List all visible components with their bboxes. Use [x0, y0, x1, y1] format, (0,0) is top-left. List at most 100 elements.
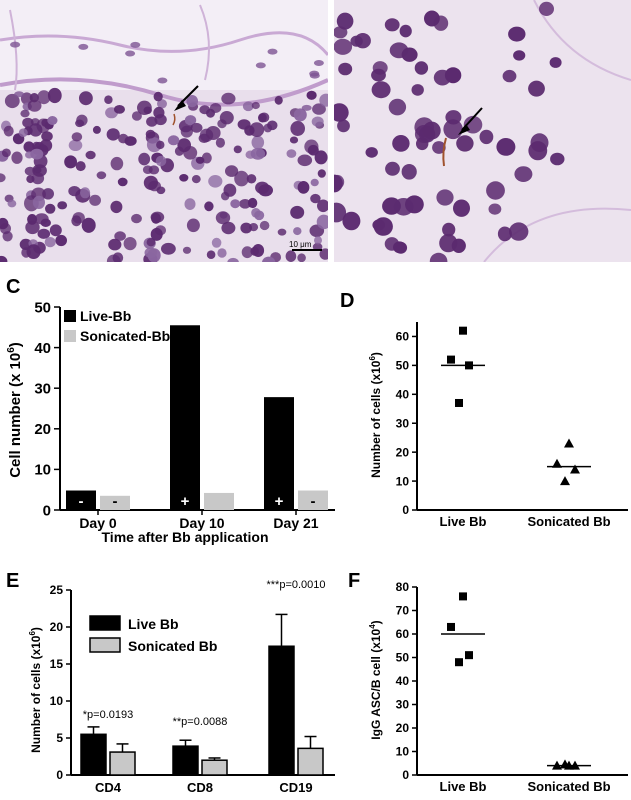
- nucleus: [75, 161, 86, 172]
- nucleus: [399, 24, 412, 38]
- chart-e-ylabel: Number of cells (x106): [28, 627, 43, 753]
- nucleus: [1, 148, 11, 158]
- y-tick-label: 25: [50, 583, 64, 597]
- bar-sonicated: [297, 747, 324, 776]
- nucleus: [219, 111, 234, 125]
- nucleus: [148, 165, 160, 175]
- nucleus: [208, 175, 223, 188]
- nucleus: [528, 141, 548, 161]
- nucleus: [23, 141, 35, 153]
- nucleus: [68, 139, 83, 151]
- nucleus: [314, 150, 328, 165]
- nucleus: [234, 170, 249, 187]
- nucleus: [211, 237, 222, 248]
- nucleus: [422, 121, 441, 140]
- data-point-square: [465, 651, 473, 660]
- nucleus: [27, 99, 42, 112]
- nucleus: [317, 169, 326, 178]
- nucleus: [249, 223, 259, 232]
- nucleus: [183, 146, 198, 160]
- nucleus: [26, 244, 41, 259]
- nucleus: [312, 103, 326, 115]
- bar-mark: -: [79, 493, 84, 510]
- data-point-square: [447, 355, 455, 364]
- nucleus: [32, 141, 41, 151]
- nucleus: [334, 202, 347, 223]
- nucleus: [237, 119, 251, 130]
- nucleus: [85, 150, 96, 160]
- nucleus: [289, 136, 299, 144]
- bar-live: [66, 490, 96, 510]
- bar-mark: +: [275, 493, 284, 510]
- nucleus: [316, 214, 328, 230]
- nucleus: [148, 180, 162, 192]
- bar-sonicated: [109, 751, 136, 776]
- nucleus: [227, 257, 239, 262]
- bacterium-mark: [172, 113, 176, 126]
- nucleus: [297, 253, 306, 262]
- legend-swatch: [64, 330, 76, 342]
- nucleus: [337, 119, 350, 133]
- legend-swatch: [89, 615, 121, 631]
- nucleus: [550, 152, 565, 166]
- nucleus: [297, 154, 313, 167]
- nucleus: [286, 149, 297, 158]
- nucleus: [155, 225, 166, 236]
- nucleus: [80, 187, 91, 199]
- nucleus: [138, 152, 151, 166]
- nucleus: [311, 116, 324, 127]
- y-tick-label: 80: [396, 580, 410, 594]
- nucleus: [255, 181, 270, 194]
- y-tick-label: 10: [396, 474, 410, 488]
- y-tick-label: 30: [396, 698, 410, 712]
- nucleus: [388, 98, 407, 116]
- nucleus: [182, 246, 192, 254]
- nucleus: [33, 166, 42, 174]
- nucleus: [372, 219, 385, 231]
- data-point-triangle: [570, 464, 580, 474]
- y-tick-label: 40: [34, 340, 51, 357]
- nucleus: [372, 61, 388, 75]
- nucleus: [290, 121, 306, 136]
- nucleus: [130, 41, 141, 48]
- p-value-annotation: ***p=0.0010: [266, 579, 325, 591]
- nucleus: [479, 129, 494, 145]
- bar-mark: +: [181, 493, 190, 510]
- nucleus: [92, 125, 101, 134]
- nucleus: [14, 91, 25, 98]
- nucleus: [304, 139, 319, 154]
- nucleus: [259, 220, 270, 231]
- nucleus: [157, 77, 168, 84]
- nucleus: [429, 252, 448, 262]
- nucleus: [414, 61, 429, 75]
- bar-sonicated: [201, 759, 228, 776]
- nucleus: [401, 47, 418, 62]
- nucleus: [453, 199, 470, 217]
- nucleus: [157, 99, 167, 109]
- chart-f-ylabel: IgG ASC/B cell (x104): [368, 620, 383, 739]
- micrograph-a: 10 μm: [0, 0, 328, 262]
- nucleus: [2, 231, 13, 242]
- nucleus: [106, 128, 120, 141]
- x-tick-label: Live Bb: [440, 779, 487, 794]
- x-tick-label: CD4: [95, 780, 122, 795]
- y-tick-label: 15: [50, 657, 64, 671]
- y-tick-label: 10: [34, 462, 51, 479]
- nucleus: [76, 114, 88, 127]
- nucleus: [7, 199, 17, 208]
- nucleus: [251, 101, 260, 110]
- bar-live: [172, 745, 199, 776]
- data-point-square: [447, 622, 455, 631]
- nucleus: [334, 174, 345, 190]
- nucleus: [365, 147, 378, 158]
- nucleus: [250, 246, 259, 256]
- nucleus: [384, 18, 400, 32]
- nucleus: [301, 104, 312, 111]
- nucleus: [539, 1, 554, 17]
- nucleus: [41, 131, 53, 142]
- data-point-square: [459, 592, 467, 601]
- chart-c-xlabel: Time after Bb application: [102, 529, 269, 545]
- nucleus: [549, 57, 562, 68]
- nucleus: [242, 101, 254, 112]
- nucleus: [306, 90, 317, 100]
